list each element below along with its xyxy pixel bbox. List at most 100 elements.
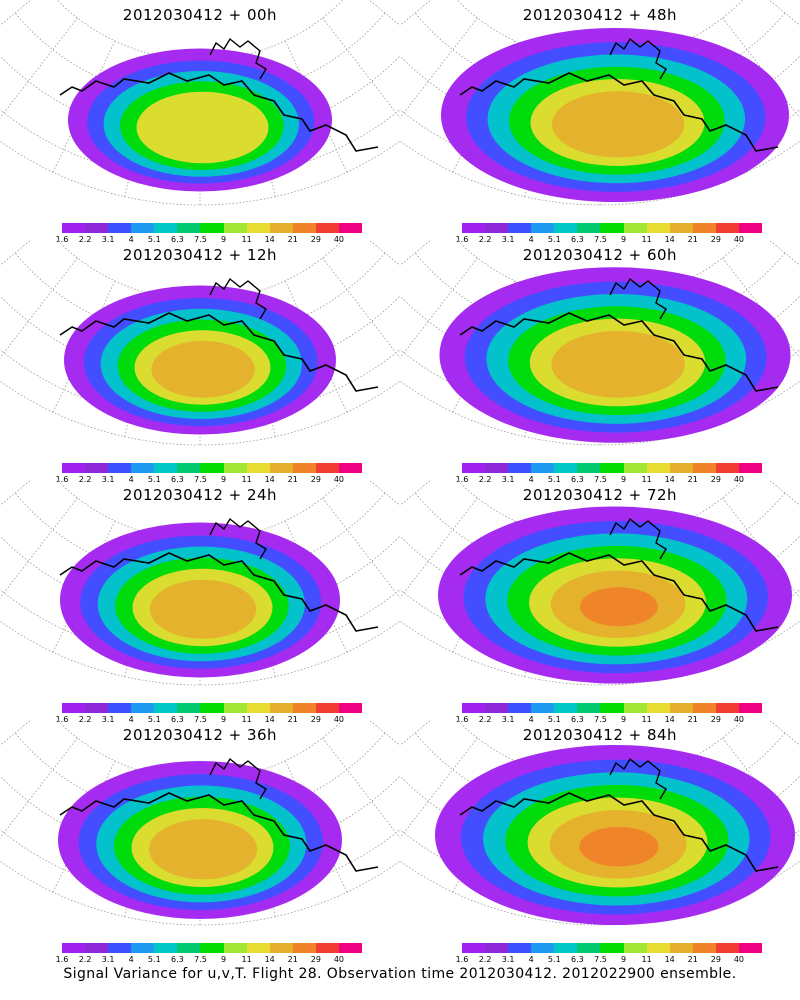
colorbar-cell [692,943,716,953]
colorbar-label: 6.3 [571,955,584,964]
colorbar-cell [292,703,316,713]
colorbar [62,463,363,473]
colorbar-cell [531,703,555,713]
polar-map [400,240,800,446]
colorbar-labels: 1.6 2.2 3.1 4 5.1 6.3 7.5 9 11 14 21 29 40 [456,955,762,965]
colorbar-cell [646,223,670,233]
colorbar-label: 1.6 [55,955,69,964]
colorbar-label: 9 [220,235,227,244]
colorbar-label: 7.5 [194,955,207,964]
colorbar-cell [462,943,486,953]
colorbar-label: 3.1 [101,955,115,964]
colorbar-label: 21 [287,475,298,484]
colorbar-label: 21 [287,715,298,724]
colorbar-label: 9 [220,475,227,484]
colorbar-cell [338,703,363,713]
colorbar-label: 29 [310,955,321,964]
colorbar-cell [715,943,739,953]
colorbar-label: 5.1 [147,475,161,484]
coastline [459,72,779,152]
colorbar-cell [577,703,601,713]
colorbar-label: 6.3 [171,955,184,964]
colorbar-label: 29 [710,955,721,964]
colorbar [462,463,763,473]
colorbar-label: 5.1 [547,475,561,484]
colorbar [62,703,363,713]
colorbar-cell [154,703,178,713]
colorbar-cell [177,703,201,713]
colorbar-cell [508,463,532,473]
colorbar-label: 1.6 [55,235,69,244]
colorbar-cell [315,943,339,953]
colorbar-cell [715,703,739,713]
colorbar-cell [669,463,693,473]
colorbar-labels: 1.6 2.2 3.1 4 5.1 6.3 7.5 9 11 14 21 29 40 [56,715,362,725]
colorbar-label: 3.1 [501,475,515,484]
colorbar-label: 4 [128,475,134,484]
polar-map [0,720,400,926]
colorbar-cell [554,943,578,953]
colorbar-label: 9 [620,955,627,964]
colorbar-label: 21 [687,235,698,244]
colorbar-cell [85,223,109,233]
colorbar-label: 11 [641,715,652,724]
colorbar-cell [108,943,132,953]
colorbar-cell [85,943,109,953]
colorbar-cell [508,943,532,953]
colorbar-cell [154,223,178,233]
colorbar-cell [531,223,555,233]
colorbar-cell [623,463,647,473]
colorbar-cell [177,463,201,473]
panel-title: 2012030412 + 36h [122,726,278,744]
colorbar-cell [669,223,693,233]
colorbar-label: 2.2 [78,235,92,244]
colorbar-label: 2.2 [78,715,92,724]
panel-title: 2012030412 + 84h [522,726,678,744]
panel-title: 2012030412 + 00h [122,6,278,24]
variance-field [439,267,791,443]
colorbar-label: 9 [620,475,627,484]
colorbar-label: 1.6 [455,715,469,724]
colorbar-cell [269,703,293,713]
colorbar-cell [246,943,270,953]
colorbar-cell [108,703,132,713]
polar-map [0,0,400,206]
colorbar-label: 14 [264,955,275,964]
colorbar-label: 11 [641,475,652,484]
colorbar-label: 9 [220,715,227,724]
colorbar-cell [85,703,109,713]
colorbar-cell [131,943,155,953]
coastline [59,552,379,632]
colorbar-cell [269,463,293,473]
colorbar-label: 2.2 [478,235,492,244]
colorbar-label: 5.1 [547,235,561,244]
colorbar-cell [600,223,624,233]
colorbar-cell [646,943,670,953]
colorbar-cell [462,223,486,233]
variance-field [60,522,340,678]
colorbar-cell [508,223,532,233]
colorbar-cell [738,223,763,233]
colorbar-cell [338,943,363,953]
colorbar-cell [200,703,224,713]
colorbar-label: 40 [733,475,745,484]
colorbar-cell [246,223,270,233]
colorbar-cell [669,703,693,713]
colorbar-cell [131,223,155,233]
colorbar-labels: 1.6 2.2 3.1 4 5.1 6.3 7.5 9 11 14 21 29 40 [56,235,362,245]
colorbar-label: 9 [620,715,627,724]
colorbar-label: 14 [664,235,675,244]
colorbar-cell [485,223,509,233]
colorbar-cell [554,703,578,713]
colorbar-cell [554,223,578,233]
colorbar-cell [669,943,693,953]
colorbar-cell [177,223,201,233]
colorbar-cell [600,943,624,953]
colorbar-label: 11 [241,235,252,244]
coastline [59,792,379,872]
colorbar-label: 2.2 [478,715,492,724]
colorbar-cell [108,463,132,473]
colorbar-cell [738,463,763,473]
polar-map [400,480,800,686]
colorbar-label: 14 [664,475,675,484]
